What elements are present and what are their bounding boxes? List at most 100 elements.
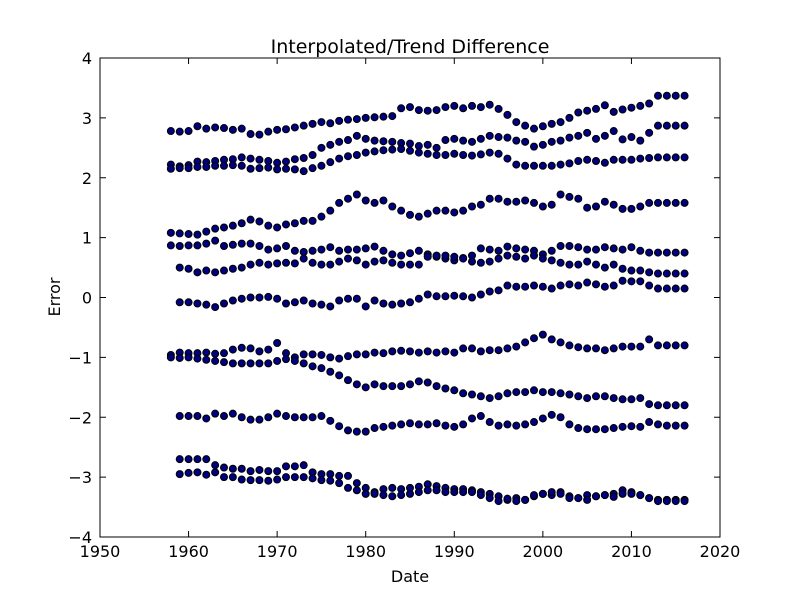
data-point (485, 257, 494, 266)
data-point (344, 136, 352, 145)
data-point (556, 338, 565, 347)
data-point (671, 121, 680, 130)
data-point (166, 127, 175, 136)
data-point (211, 161, 220, 170)
data-point (671, 341, 680, 350)
data-point (574, 156, 583, 165)
data-point (237, 239, 246, 248)
data-point (530, 124, 538, 133)
data-point (600, 282, 609, 291)
data-point (255, 347, 264, 356)
data-point (228, 125, 237, 134)
x-tick-label: 2000 (522, 542, 563, 561)
data-point (282, 462, 290, 471)
data-point (494, 286, 503, 295)
data-point (592, 156, 600, 165)
data-point (583, 128, 592, 137)
data-point (662, 401, 671, 410)
data-point (671, 198, 680, 207)
data-point (459, 254, 468, 263)
data-point (326, 367, 335, 376)
data-point (592, 492, 600, 501)
data-point (476, 290, 485, 299)
data-point (468, 293, 476, 302)
data-point (299, 153, 308, 162)
data-point (574, 424, 583, 433)
data-point (459, 488, 468, 497)
data-point (166, 228, 175, 237)
data-point (202, 470, 211, 479)
y-tick-label: 4 (82, 49, 92, 68)
data-point (468, 488, 476, 497)
data-point (636, 491, 645, 500)
data-point (565, 494, 574, 503)
data-point (370, 147, 379, 156)
data-point (202, 414, 211, 423)
data-point (627, 103, 636, 112)
data-point (352, 350, 361, 359)
data-point (627, 133, 636, 142)
data-point (645, 248, 654, 257)
data-point (459, 206, 468, 215)
data-point (468, 151, 476, 160)
data-point (459, 292, 468, 301)
data-point (211, 468, 220, 477)
data-point (627, 395, 636, 404)
data-point (344, 245, 352, 254)
data-point (521, 254, 530, 263)
data-point (335, 246, 344, 255)
data-point (565, 192, 574, 201)
data-point (379, 422, 388, 431)
data-point (397, 145, 406, 154)
data-point (618, 422, 627, 431)
data-point (441, 206, 450, 215)
data-point (326, 260, 335, 269)
data-point (521, 121, 530, 130)
data-point (503, 133, 512, 142)
data-point (273, 356, 282, 365)
data-point (538, 254, 547, 263)
data-point (255, 476, 264, 485)
data-point (397, 491, 406, 500)
data-point (406, 419, 414, 428)
data-point (335, 137, 344, 146)
data-point (352, 256, 361, 265)
data-point (175, 263, 184, 272)
data-point (512, 244, 521, 253)
data-point (406, 260, 414, 269)
data-point (609, 424, 618, 433)
data-point (352, 131, 361, 140)
data-point (645, 335, 654, 344)
data-point (308, 474, 317, 483)
data-point (344, 471, 352, 480)
data-point (494, 421, 503, 430)
data-point (220, 463, 228, 472)
data-point (344, 115, 352, 124)
data-point (494, 254, 503, 263)
data-point (202, 239, 211, 248)
data-point (326, 243, 335, 252)
data-point (273, 223, 282, 232)
data-point (609, 260, 618, 269)
data-point (565, 280, 574, 289)
data-point (414, 142, 423, 151)
data-point (530, 161, 538, 170)
data-point (432, 382, 441, 391)
data-point (494, 149, 503, 158)
data-point (530, 418, 538, 427)
data-point (547, 335, 556, 344)
data-point (662, 421, 671, 430)
data-point (654, 497, 662, 506)
data-point (344, 376, 352, 385)
data-point (423, 252, 432, 261)
data-point (282, 157, 290, 166)
data-point (361, 134, 370, 143)
data-point (299, 350, 308, 359)
data-point (264, 467, 273, 476)
y-tick-label: 0 (82, 289, 92, 308)
data-point (645, 281, 654, 290)
data-point (228, 409, 237, 418)
x-tick-label: 1990 (434, 542, 475, 561)
data-point (290, 413, 299, 422)
data-point (282, 258, 290, 267)
